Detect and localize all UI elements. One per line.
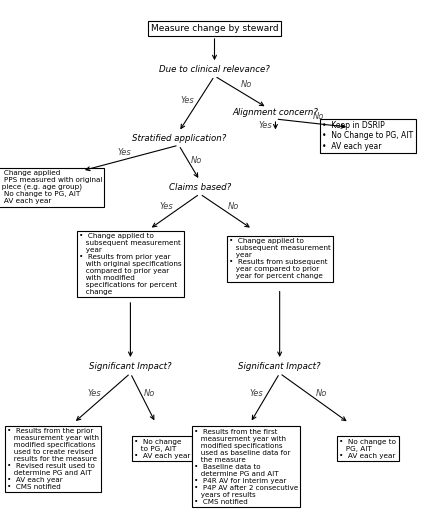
Text: •  Change applied to
   subsequent measurement
   year
•  Results from prior yea: • Change applied to subsequent measureme…: [79, 233, 182, 295]
Text: Yes: Yes: [159, 202, 173, 211]
Text: Yes: Yes: [180, 96, 194, 105]
Text: •  Results from the prior
   measurement year with
   modified specifications
  : • Results from the prior measurement yea…: [6, 428, 99, 490]
Text: No: No: [240, 80, 252, 89]
Text: Yes: Yes: [250, 389, 263, 398]
Text: Significant Impact?: Significant Impact?: [239, 362, 321, 371]
Text: Due to clinical relevance?: Due to clinical relevance?: [159, 65, 270, 74]
Text: •  Keep in DSRIP
•  No Change to PG, AIT
•  AV each year: • Keep in DSRIP • No Change to PG, AIT •…: [322, 121, 414, 151]
Text: •  Change applied to
   subsequent measurement
   year
•  Results from subsequen: • Change applied to subsequent measureme…: [229, 238, 331, 279]
Text: Measure change by steward: Measure change by steward: [151, 24, 278, 33]
Text: No: No: [191, 155, 202, 165]
Text: •  No change to
   PG, AIT
•  AV each year: • No change to PG, AIT • AV each year: [339, 439, 396, 459]
Text: Yes: Yes: [258, 121, 272, 130]
Text: Yes: Yes: [117, 149, 131, 157]
Text: No: No: [313, 112, 324, 121]
Text: No: No: [228, 202, 239, 211]
Text: •  No change
   to PG, AIT
•  AV each year: • No change to PG, AIT • AV each year: [134, 439, 190, 459]
Text: No: No: [144, 389, 155, 398]
Text: Yes: Yes: [88, 389, 102, 398]
Text: Significant Impact?: Significant Impact?: [89, 362, 172, 371]
Text: Alignment concern?: Alignment concern?: [233, 108, 318, 117]
Text: No: No: [316, 389, 327, 398]
Text: •  Change applied
•  PPS measured with original
   piece (e.g. age group)
•  No : • Change applied • PPS measured with ori…: [0, 170, 102, 204]
Text: Stratified application?: Stratified application?: [132, 134, 226, 143]
Text: Claims based?: Claims based?: [169, 183, 231, 192]
Text: •  Results from the first
   measurement year with
   modified specifications
  : • Results from the first measurement yea…: [194, 428, 298, 505]
